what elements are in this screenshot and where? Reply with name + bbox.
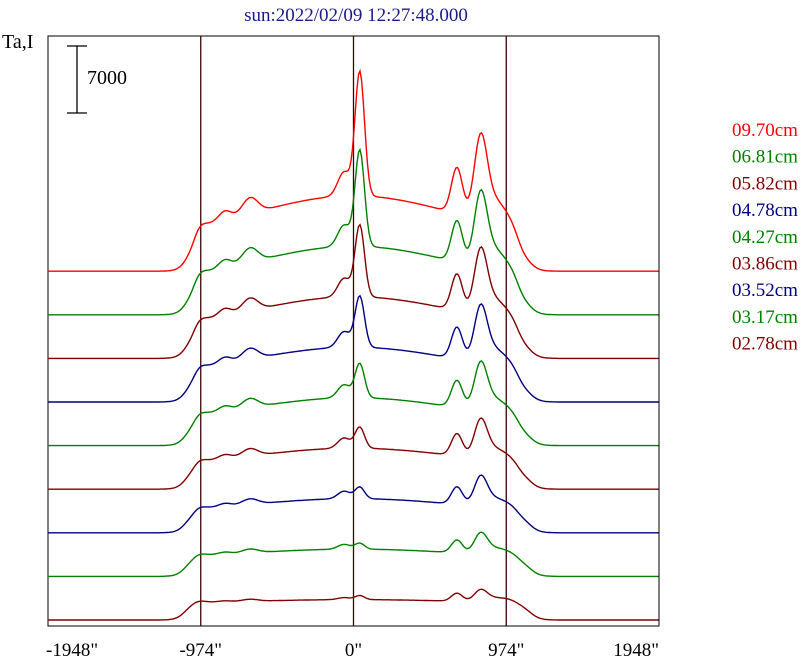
legend-entry: 05.82cm [732, 173, 798, 194]
series-line-04.78cm [48, 294, 659, 403]
x-tick-label: -974" [179, 640, 222, 661]
legend-entry: 06.81cm [732, 147, 798, 168]
legend-entry: 02.78cm [732, 334, 798, 355]
series-line-03.86cm [48, 417, 659, 490]
legend-entry: 03.17cm [732, 307, 798, 328]
series-line-04.27cm [48, 360, 659, 447]
legend-entry: 04.27cm [732, 227, 798, 248]
series-line-03.52cm [48, 474, 659, 534]
series-line-03.17cm [48, 531, 659, 578]
legend-entry: 09.70cm [732, 120, 798, 141]
x-tick-labels: -1948" -974" 0" 974" 1948" [46, 640, 659, 661]
series-line-09.70cm [48, 68, 659, 272]
legend-entry: 03.86cm [732, 254, 798, 275]
scale-bar: 7000 [67, 45, 127, 114]
chart-title: sun:2022/02/09 12:27:48.000 [244, 5, 468, 26]
x-tick-label: -1948" [46, 640, 98, 661]
legend-entry: 04.78cm [732, 200, 798, 221]
series-line-02.78cm [48, 588, 659, 621]
x-tick-label: 974" [488, 640, 524, 661]
series-line-05.82cm [48, 223, 659, 360]
series-line-06.81cm [48, 147, 659, 316]
x-tick-label: 0" [345, 640, 362, 661]
series-group [48, 68, 659, 621]
legend-entry: 03.52cm [732, 280, 798, 301]
y-axis-label: Ta,I [2, 31, 33, 53]
scale-bar-label: 7000 [87, 67, 127, 89]
x-tick-label: 1948" [613, 640, 659, 661]
legend: 09.70cm 06.81cm 05.82cm 04.78cm 04.27cm 03.86… [732, 120, 798, 355]
